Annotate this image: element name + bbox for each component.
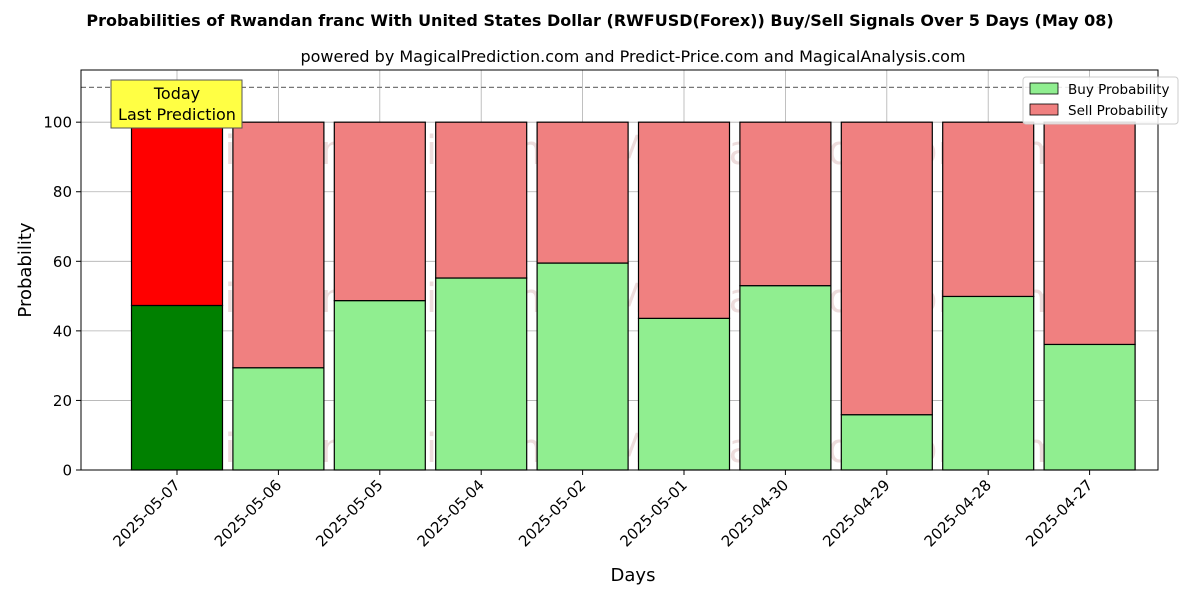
y-axis: 0 20 40 60 80 100	[43, 114, 81, 480]
bar-buy	[232, 367, 325, 471]
x-tick-label: 2025-05-07	[109, 476, 183, 550]
x-tick-label: 2025-05-05	[312, 476, 386, 550]
annotation-line-1: Today	[153, 84, 200, 103]
bar-buy	[637, 317, 731, 471]
annotation-line-2: Last Prediction	[118, 105, 236, 124]
annotation-box	[110, 79, 243, 129]
bar-buy	[739, 285, 832, 471]
bar-buy	[536, 262, 629, 471]
bar-sell	[536, 121, 629, 264]
legend-sell-label: Sell Probability	[1068, 103, 1168, 119]
x-tick-label: 2025-05-04	[414, 476, 488, 550]
bar-buy	[130, 304, 224, 471]
bar-sell	[739, 121, 832, 287]
bar-sell	[130, 121, 224, 307]
y-tick-label: 0	[62, 462, 72, 480]
x-tick-label: 2025-04-28	[921, 476, 995, 550]
y-axis-label: Probability	[15, 222, 36, 317]
y-tick-label: 40	[53, 322, 72, 340]
legend: Buy Probability Sell Probability	[1022, 76, 1179, 125]
x-tick-label: 2025-05-06	[211, 476, 285, 550]
chart-subtitle: powered by MagicalPrediction.com and Pre…	[300, 47, 965, 66]
legend-frame	[1022, 76, 1179, 125]
bar-buy	[942, 295, 1035, 471]
x-tick-label: 2025-04-29	[819, 476, 893, 550]
bar-buy	[840, 414, 933, 471]
legend-buy-label: Buy Probability	[1068, 82, 1169, 98]
y-tick-label: 100	[43, 114, 72, 132]
bar-sell	[435, 121, 528, 279]
bar-buy	[1043, 343, 1136, 471]
legend-sell-swatch	[1029, 103, 1059, 116]
plot-frame	[80, 69, 1159, 471]
chart-title: Probabilities of Rwandan franc With Unit…	[86, 11, 1113, 30]
bar-sell	[333, 121, 426, 302]
legend-buy-swatch	[1029, 82, 1059, 95]
bar-sell	[232, 121, 325, 369]
y-tick-label: 20	[53, 392, 72, 410]
y-tick-label: 60	[53, 253, 72, 271]
today-annotation: Today Last Prediction	[110, 79, 243, 129]
x-tick-label: 2025-05-02	[515, 476, 589, 550]
bar-sell	[840, 121, 933, 416]
x-tick-label: 2025-04-30	[718, 476, 792, 550]
bar-sell	[942, 121, 1035, 298]
x-tick-label: 2025-04-27	[1022, 476, 1096, 550]
bars	[130, 121, 1136, 471]
x-axis-label: Days	[611, 565, 656, 586]
bar-sell	[637, 121, 731, 319]
x-tick-label: 2025-05-01	[616, 476, 690, 550]
bar-buy	[333, 300, 426, 471]
x-axis: 2025-05-07 2025-05-06 2025-05-05 2025-05-04…	[109, 470, 1096, 550]
bar-sell	[1043, 121, 1136, 346]
bar-buy	[435, 277, 528, 471]
y-tick-label: 80	[53, 183, 72, 201]
